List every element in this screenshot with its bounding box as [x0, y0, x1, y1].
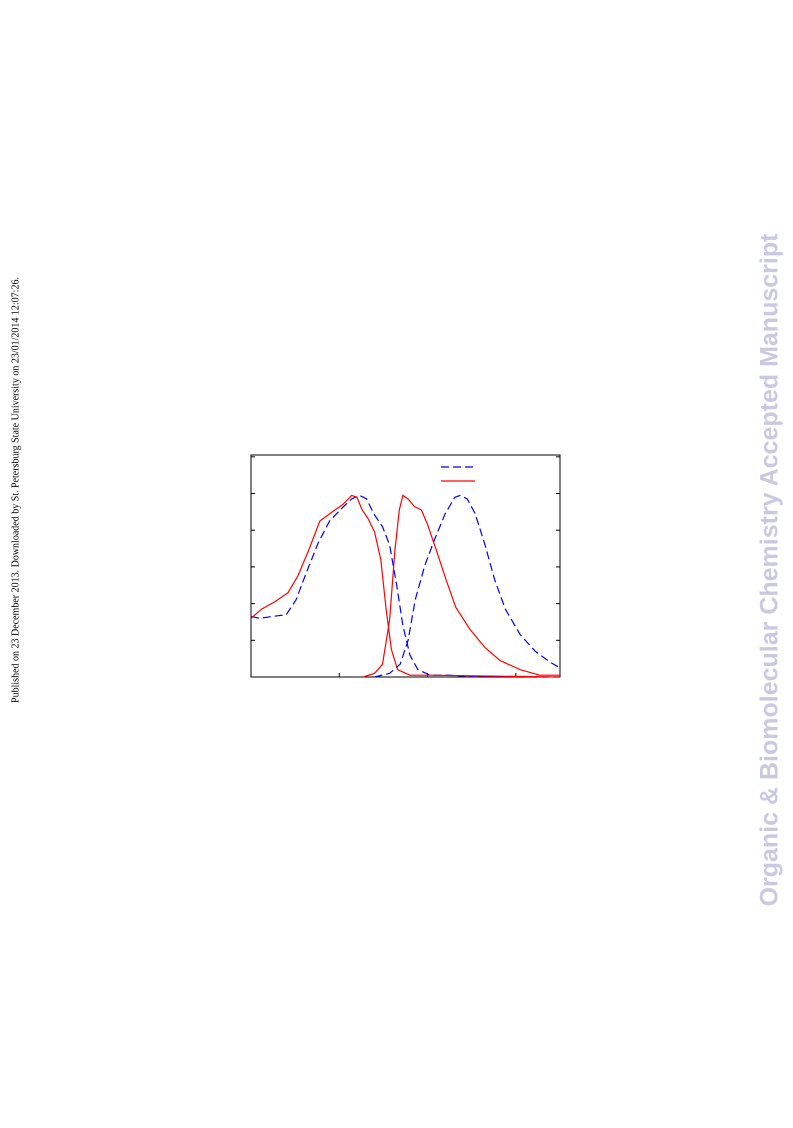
series-line — [374, 494, 561, 678]
series-line — [250, 494, 561, 678]
plot-frame — [250, 454, 561, 678]
sidebar-text: Published on 23 December 2013. Downloade… — [10, 277, 21, 703]
series-line — [250, 494, 560, 678]
plot — [250, 456, 561, 678]
series-line — [362, 494, 560, 678]
watermark: Organic & Biomolecular Chemistry Accepte… — [756, 233, 784, 907]
